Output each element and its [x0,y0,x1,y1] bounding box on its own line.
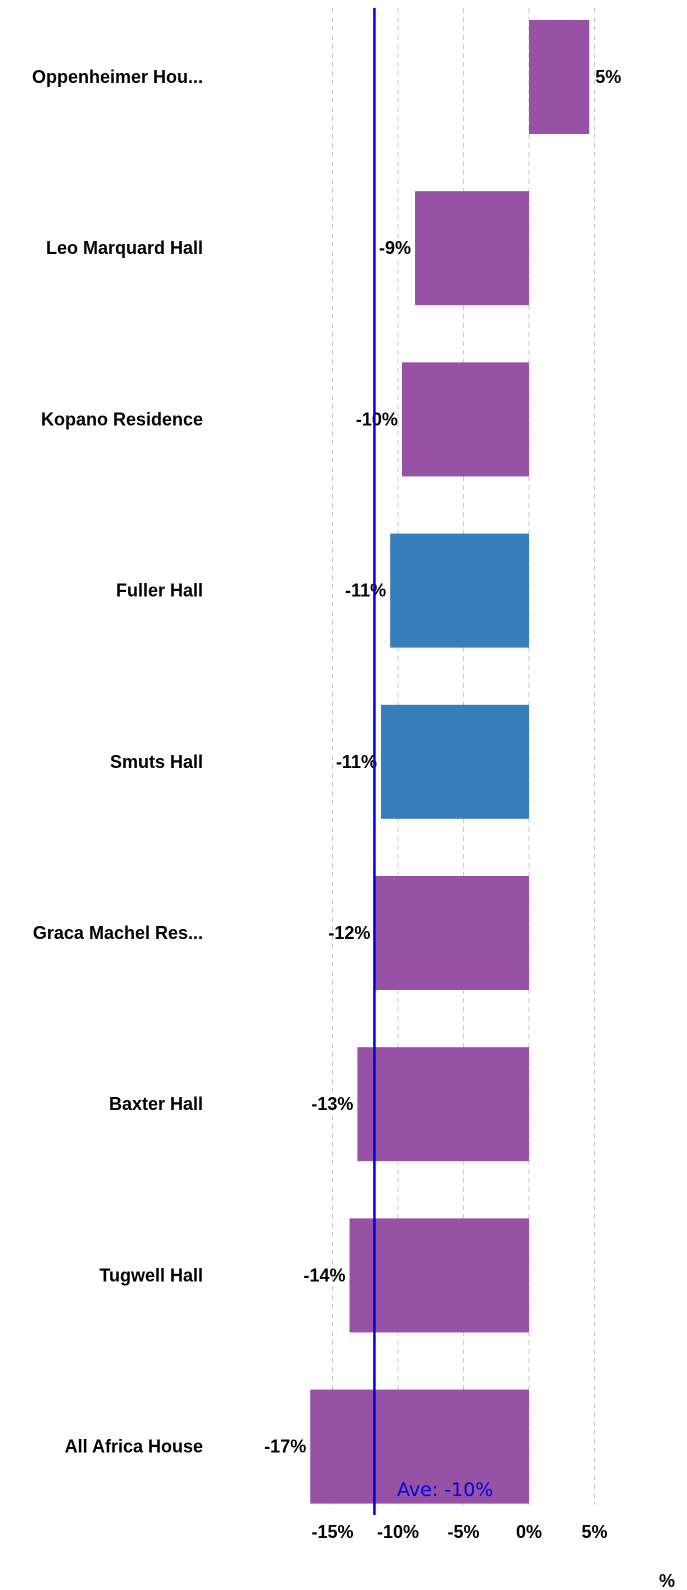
x-tick-label: -5% [447,1522,479,1542]
category-label: Smuts Hall [110,752,203,772]
average-label: Ave: -10% [397,1479,493,1501]
value-label: -12% [328,923,370,943]
category-label: Graca Machel Res... [33,923,203,943]
value-label: -17% [264,1437,306,1457]
bar [390,533,529,648]
bar [374,876,529,990]
x-tick-label: -15% [311,1522,353,1542]
category-labels: Oppenheimer Hou... Leo Marquard Hall Kopan… [32,67,203,1457]
value-label: -10% [356,409,398,429]
category-label: Tugwell Hall [99,1265,203,1285]
category-label: All Africa House [65,1437,203,1457]
bar [529,20,590,134]
category-label: Fuller Hall [116,581,203,601]
bar [380,704,529,819]
value-labels: 5% -9% -10% -11% -11% -12% -13% -14% -17% [264,67,621,1457]
x-axis-title: % [659,1571,675,1590]
value-label: -13% [311,1094,353,1114]
bar [401,362,529,477]
average-reference: Ave: -10% [373,8,493,1515]
x-tick-label: 5% [581,1522,607,1542]
value-label: -14% [303,1265,345,1285]
bar [357,1047,529,1162]
bars [310,20,590,1504]
x-tick-label: -10% [377,1522,419,1542]
bar [310,1389,529,1504]
x-tick-label: 0% [516,1522,542,1542]
x-axis-ticks: -15% -10% -5% 0% 5% [311,1522,607,1542]
value-label: -9% [379,238,411,258]
value-label: -11% [336,752,377,772]
category-label: Kopano Residence [41,409,203,429]
bar [415,191,529,306]
category-label: Baxter Hall [109,1094,203,1114]
value-label: -11% [345,581,386,601]
category-label: Oppenheimer Hou... [32,67,203,87]
bar [349,1218,529,1333]
value-label: 5% [595,67,621,87]
category-label: Leo Marquard Hall [46,238,203,258]
